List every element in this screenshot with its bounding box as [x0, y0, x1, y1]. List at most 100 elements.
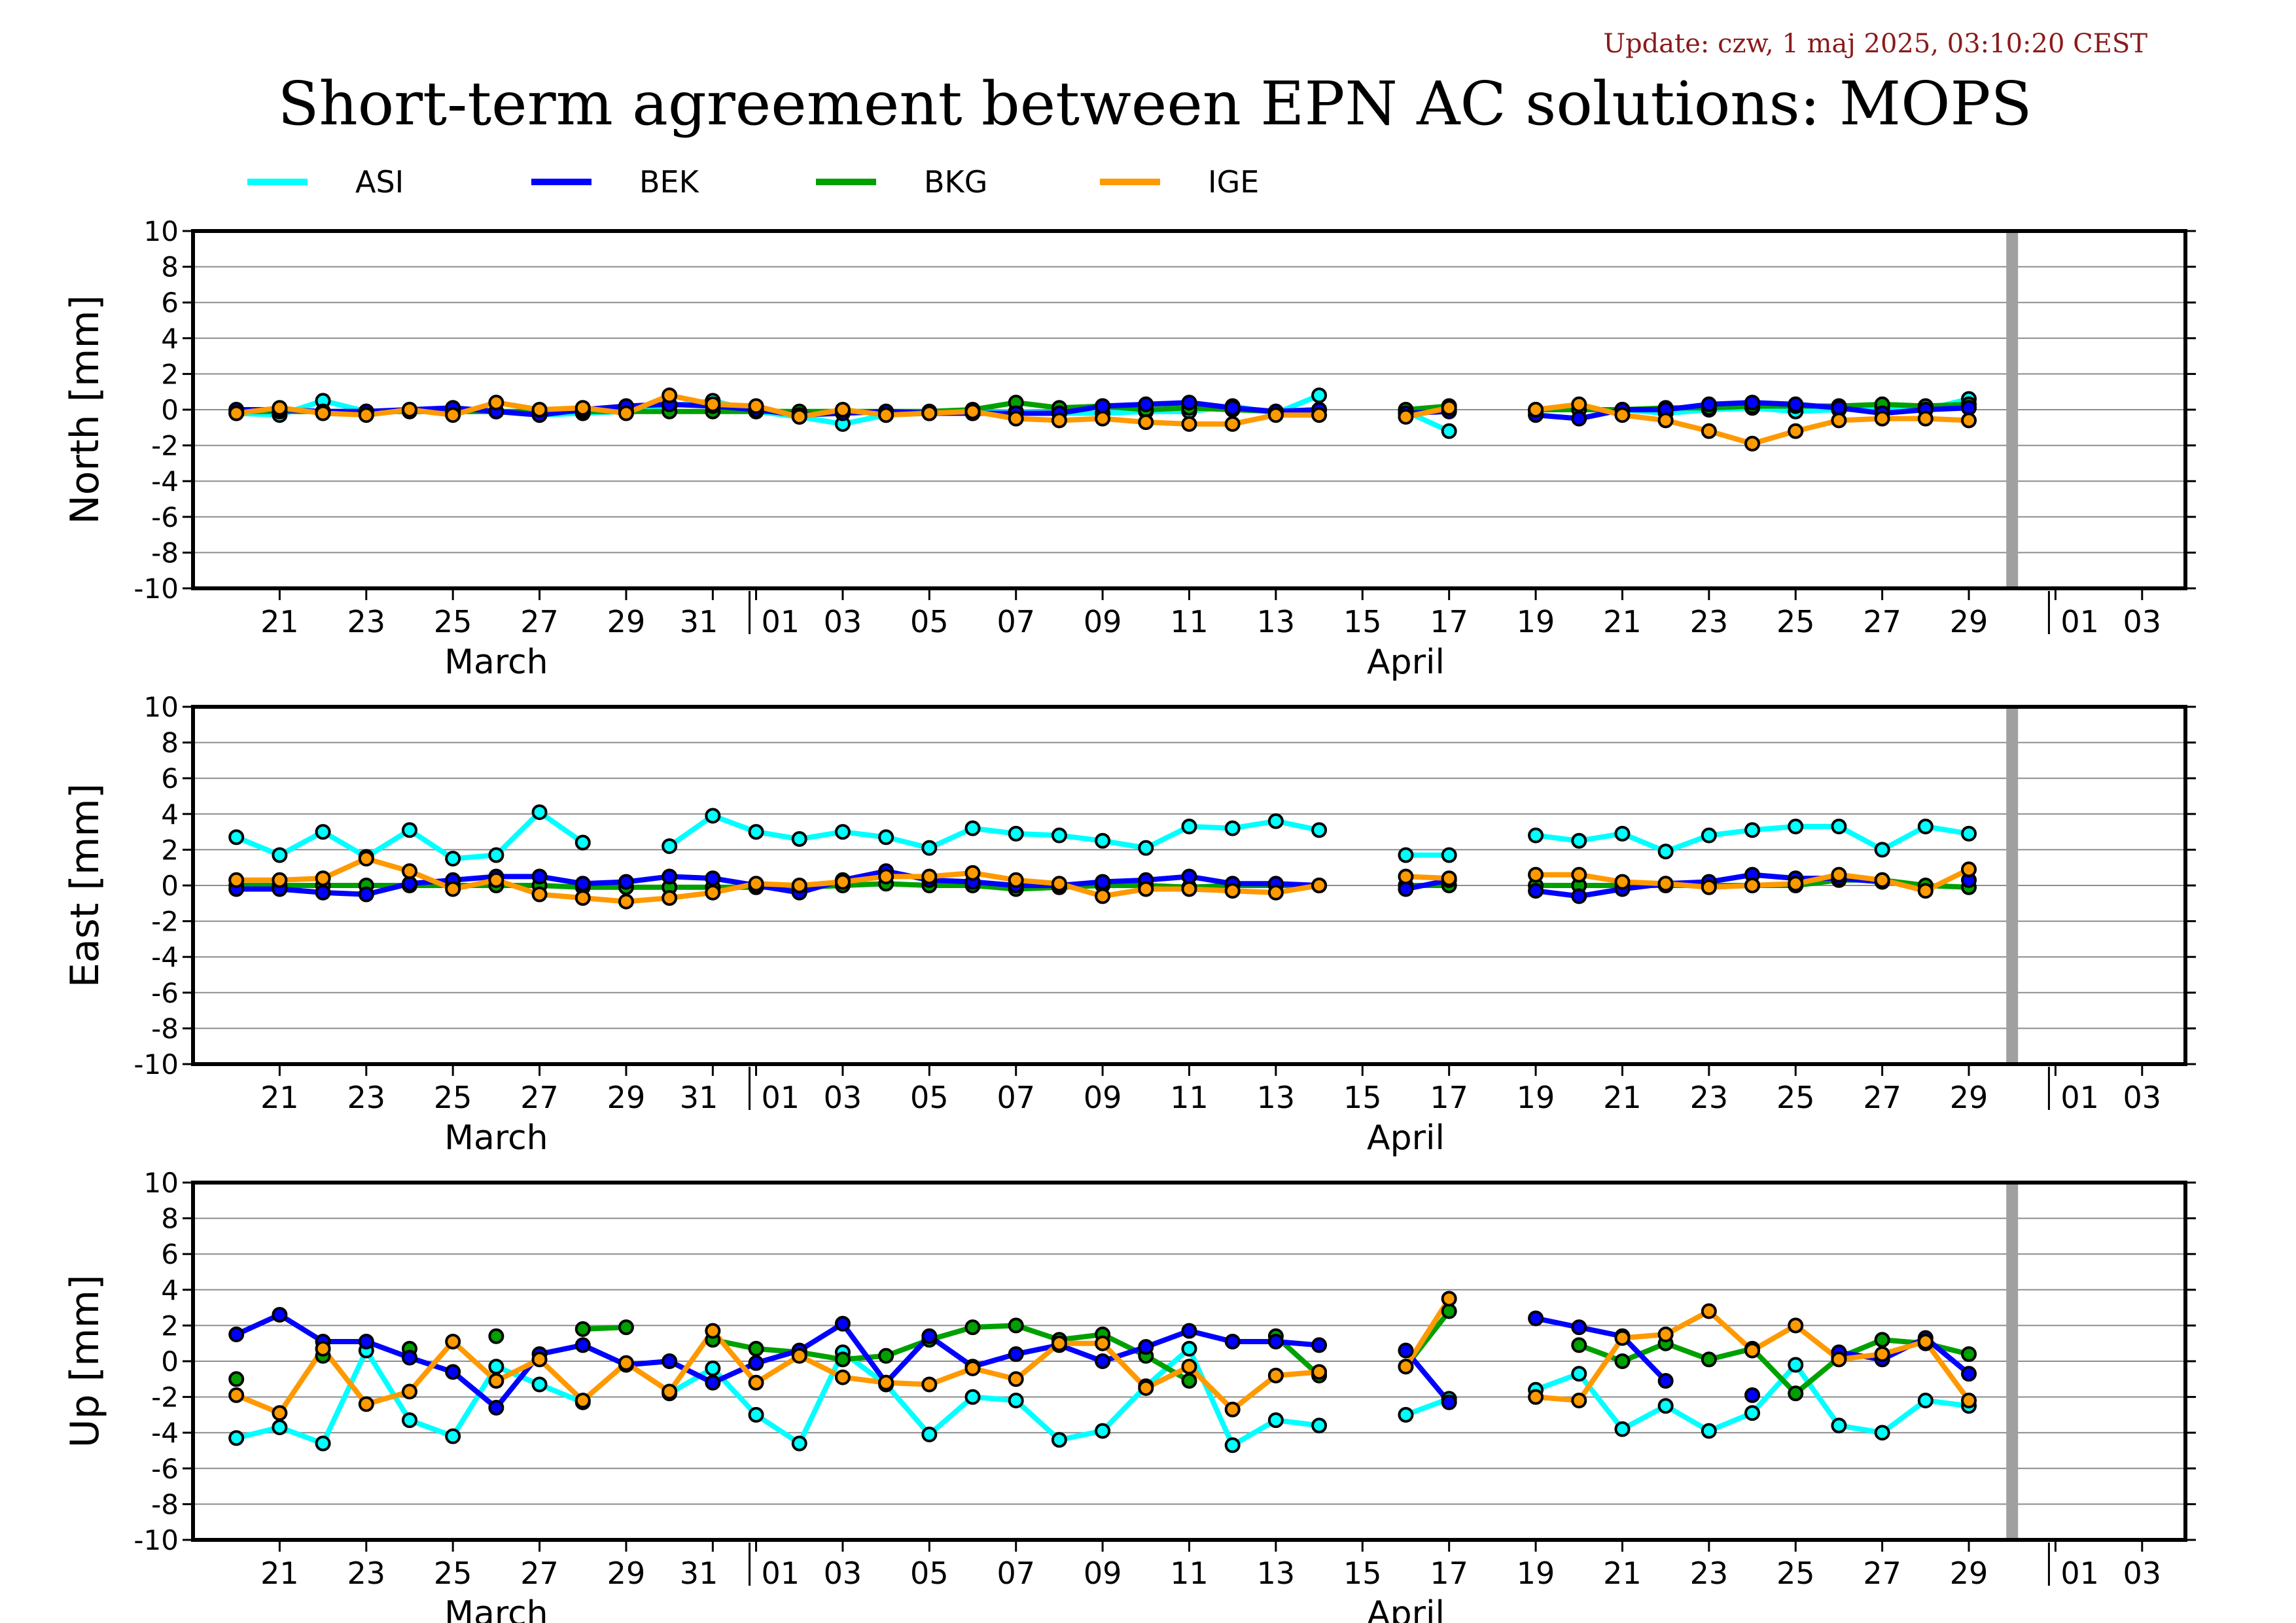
panel-up: 10 86 4 2 0 -2-4 -6-8 -10 21 23 25 27 29 31 01 03 05 07 09…: [62, 1167, 2196, 1623]
y-tick-label: 2: [161, 834, 179, 866]
update-timestamp: Update: czw, 1 maj 2025, 03:10:20 CEST: [1603, 29, 2147, 59]
data-point-asi: [1008, 825, 1024, 842]
data-point-asi: [574, 834, 591, 851]
x-tick-label: 03: [824, 604, 862, 639]
x-tick-label: 01: [762, 1080, 800, 1115]
data-point-ige: [1571, 396, 1587, 412]
data-point-ige: [1398, 408, 1414, 425]
data-point-bek: [1571, 410, 1587, 427]
legend-label-ige: IGE: [1208, 164, 1259, 200]
data-point-asi: [1267, 1412, 1284, 1429]
data-point-asi: [401, 822, 417, 838]
data-point-asi: [834, 824, 851, 840]
data-point-ige: [1528, 1389, 1544, 1405]
data-point-ige: [1528, 866, 1544, 883]
y-tick-label: -4: [151, 941, 179, 973]
data-point-asi: [1917, 1393, 1934, 1409]
data-point-bek: [228, 1327, 245, 1343]
x-tick-label: 13: [1257, 1556, 1296, 1591]
data-point-asi: [1441, 423, 1457, 439]
data-point-ige: [445, 881, 461, 897]
data-point-ige: [488, 872, 504, 888]
data-point-ige: [1744, 1342, 1761, 1359]
data-point-asi: [1571, 832, 1587, 849]
x-tick-label: 07: [997, 1556, 1035, 1591]
data-point-ige: [1831, 1351, 1847, 1368]
data-point-asi: [964, 1389, 981, 1405]
data-point-bek: [1441, 1394, 1457, 1410]
data-point-bkg: [1181, 1373, 1197, 1389]
data-point-ige: [1701, 879, 1717, 895]
data-point-ige: [1744, 435, 1761, 452]
data-point-ige: [1701, 1303, 1717, 1319]
data-point-asi: [445, 1428, 461, 1444]
data-point-ige: [1441, 870, 1457, 887]
data-point-ige: [1961, 861, 1977, 878]
data-point-ige: [1788, 423, 1804, 439]
data-point-bek: [1311, 1337, 1328, 1353]
data-point-bek: [705, 870, 721, 887]
data-point-ige: [315, 870, 331, 887]
data-point-asi: [1008, 1393, 1024, 1409]
y-tick-label: -6: [151, 1453, 179, 1485]
x-tick-label: 01: [2060, 1080, 2099, 1115]
data-point-bek: [445, 1364, 461, 1380]
data-point-ige: [574, 1393, 591, 1409]
data-point-ige: [531, 886, 548, 902]
panel-east: 10 86 4 2 0 -2-4 -6-8 -10 21 23 25 27 29 31 01 03 05 07 09…: [62, 691, 2196, 1158]
data-point-ige: [445, 1333, 461, 1349]
data-point-bek: [1095, 398, 1111, 414]
data-point-asi: [531, 804, 548, 821]
gap-bar: [2006, 231, 2019, 588]
x-tick-label: 27: [520, 604, 559, 639]
data-point-asi: [1701, 1423, 1717, 1439]
data-point-asi: [1657, 1398, 1674, 1414]
y-tick-label: -6: [151, 977, 179, 1009]
y-tick-label: 2: [161, 358, 179, 390]
x-tick-label: 25: [1776, 604, 1815, 639]
data-point-asi: [1571, 1366, 1587, 1382]
data-point-ige: [1311, 407, 1328, 423]
data-point-asi: [1051, 827, 1067, 844]
x-tick-label: 03: [2123, 1556, 2162, 1591]
data-point-ige: [964, 865, 981, 881]
data-point-bek: [1138, 1339, 1154, 1355]
data-point-asi: [964, 820, 981, 836]
x-tick-label: 01: [762, 604, 800, 639]
data-point-ige: [618, 893, 634, 910]
x-tick-label: 21: [1603, 1080, 1642, 1115]
x-tick-label: 25: [1776, 1080, 1815, 1115]
data-point-asi: [315, 1435, 331, 1452]
x-tick-label: 23: [1690, 1556, 1729, 1591]
data-point-ige: [1008, 410, 1024, 427]
data-point-bek: [1095, 1353, 1111, 1369]
x-tick-label: 01: [762, 1556, 800, 1591]
data-point-asi: [1095, 1423, 1111, 1439]
data-point-ige: [964, 1360, 981, 1376]
y-axis-label: Up [mm]: [62, 1275, 108, 1448]
data-point-bkg: [1788, 1385, 1804, 1402]
x-tick-label: 05: [910, 1556, 949, 1591]
y-tick-label: -8: [151, 1488, 179, 1520]
data-point-ige: [1267, 407, 1284, 423]
legend-label-bkg: BKG: [924, 164, 987, 200]
y-tick-label: 2: [161, 1310, 179, 1342]
data-point-bek: [1961, 1366, 1977, 1382]
gap-bar: [2006, 1183, 2019, 1540]
data-point-asi: [1398, 1406, 1414, 1423]
y-tick-label: 10: [144, 1167, 179, 1199]
y-tick-label: 0: [161, 870, 179, 902]
data-point-bek: [1398, 1342, 1414, 1359]
data-point-ige: [878, 407, 894, 423]
data-point-ige: [748, 1374, 764, 1391]
panel-frame: [191, 1181, 2187, 1542]
data-point-asi: [1831, 818, 1847, 834]
series-line-bek: [1535, 1315, 1668, 1383]
data-point-ige: [705, 1323, 721, 1339]
x-tick-label: 23: [347, 604, 386, 639]
panel-frame: [191, 229, 2187, 590]
x-tick-label: 21: [260, 1556, 299, 1591]
y-tick-label: 4: [161, 798, 179, 830]
y-tick-label: -10: [133, 1524, 179, 1556]
data-point-bek: [618, 874, 634, 890]
